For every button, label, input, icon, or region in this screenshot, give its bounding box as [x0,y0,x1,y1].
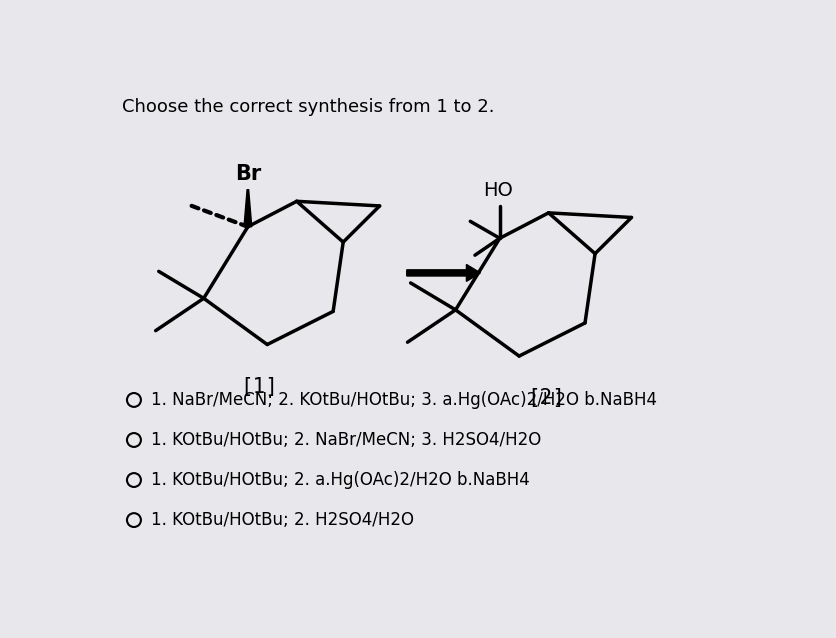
Text: Br: Br [235,165,261,184]
Polygon shape [244,189,252,226]
Text: 1. KOtBu/HOtBu; 2. H2SO4/H2O: 1. KOtBu/HOtBu; 2. H2SO4/H2O [151,511,414,529]
Text: 1. NaBr/MeCN; 2. KOtBu/HOtBu; 3. a.Hg(OAc)2/H2O b.NaBH4: 1. NaBr/MeCN; 2. KOtBu/HOtBu; 3. a.Hg(OA… [151,391,657,409]
FancyArrow shape [407,264,481,281]
Text: 1. KOtBu/HOtBu; 2. NaBr/MeCN; 3. H2SO4/H2O: 1. KOtBu/HOtBu; 2. NaBr/MeCN; 3. H2SO4/H… [151,431,541,449]
Text: Choose the correct synthesis from 1 to 2.: Choose the correct synthesis from 1 to 2… [121,98,494,116]
Text: [2]: [2] [528,389,565,408]
Text: 1. KOtBu/HOtBu; 2. a.Hg(OAc)2/H2O b.NaBH4: 1. KOtBu/HOtBu; 2. a.Hg(OAc)2/H2O b.NaBH… [151,471,530,489]
Text: [1]: [1] [241,377,278,397]
Text: HO: HO [483,181,513,200]
